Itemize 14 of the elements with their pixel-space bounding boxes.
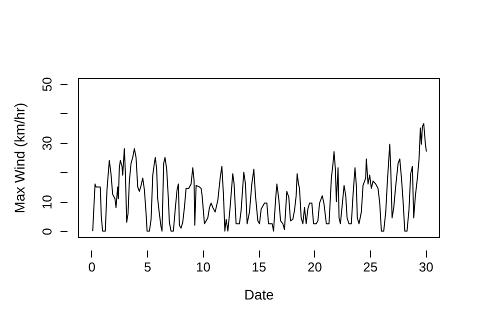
y-tick-label: 10 bbox=[40, 194, 54, 210]
y-axis-title: Max Wind (km/hr) bbox=[12, 102, 28, 214]
x-tick-label: 20 bbox=[307, 260, 322, 274]
y-tick-label: 0 bbox=[40, 228, 54, 236]
x-tick-label: 25 bbox=[363, 260, 378, 274]
y-tick-label: 30 bbox=[40, 136, 54, 151]
x-axis-title: Date bbox=[244, 286, 274, 302]
x-tick-label: 0 bbox=[88, 260, 96, 274]
x-tick-label: 10 bbox=[196, 260, 211, 274]
x-tick-label: 5 bbox=[144, 260, 152, 274]
line-series bbox=[92, 123, 427, 232]
x-tick-label: 15 bbox=[252, 260, 266, 274]
y-tick-label: 50 bbox=[40, 77, 54, 92]
x-tick-label: 30 bbox=[418, 260, 434, 274]
